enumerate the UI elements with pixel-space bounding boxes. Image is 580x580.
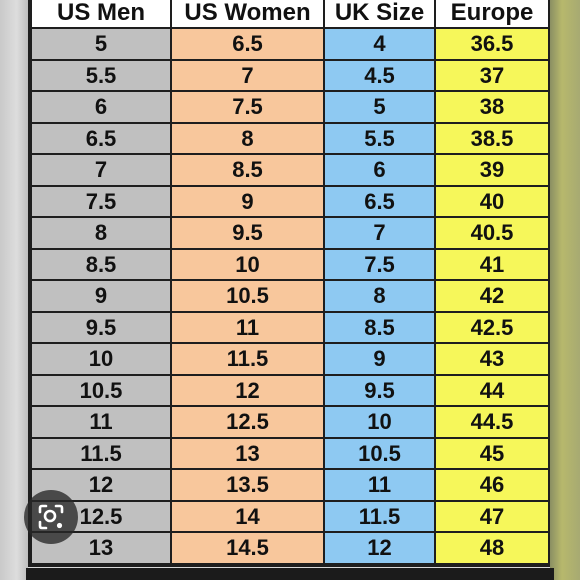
header-row: US Men US Women UK Size Europe — [30, 0, 550, 29]
cell-us-men: 9.5 — [30, 310, 172, 344]
cell-us-women: 13.5 — [170, 468, 325, 502]
cell-us-men: 6 — [30, 90, 172, 124]
cell-europe: 42 — [434, 279, 550, 313]
table-row: 6 7.5 5 38 — [30, 90, 550, 124]
cell-us-women: 14.5 — [170, 531, 325, 565]
size-conversion-table: US Men US Women UK Size Europe 5 6.5 4 36.5… — [30, 0, 550, 565]
cell-us-men: 5.5 — [30, 58, 172, 92]
cell-us-women: 14 — [170, 499, 325, 533]
cell-us-women: 11 — [170, 310, 325, 344]
cell-europe: 47 — [434, 499, 550, 533]
cell-uk-size: 10.5 — [323, 436, 436, 470]
cell-us-men: 13 — [30, 531, 172, 565]
cell-uk-size: 9.5 — [323, 373, 436, 407]
cell-uk-size: 5.5 — [323, 121, 436, 155]
table-row: 11 12.5 10 44.5 — [30, 405, 550, 439]
cell-us-men: 8 — [30, 216, 172, 250]
cell-uk-size: 9 — [323, 342, 436, 376]
cell-uk-size: 10 — [323, 405, 436, 439]
cell-us-women: 10 — [170, 247, 325, 281]
cell-us-men: 9 — [30, 279, 172, 313]
cell-us-men: 7.5 — [30, 184, 172, 218]
cell-europe: 37 — [434, 58, 550, 92]
header-uk-size: UK Size — [323, 0, 436, 29]
table-row: 9.5 11 8.5 42.5 — [30, 310, 550, 344]
table-row: 7 8.5 6 39 — [30, 153, 550, 187]
cell-us-women: 12.5 — [170, 405, 325, 439]
table-row: 11.5 13 10.5 45 — [30, 436, 550, 470]
table-row: 13 14.5 12 48 — [30, 531, 550, 565]
shoe-size-chart: US Men US Women UK Size Europe 5 6.5 4 36.5… — [28, 0, 550, 567]
table-row: 5.5 7 4.5 37 — [30, 58, 550, 92]
cell-europe: 45 — [434, 436, 550, 470]
cell-us-women: 12 — [170, 373, 325, 407]
cell-us-women: 8.5 — [170, 153, 325, 187]
lens-search-icon — [36, 502, 66, 532]
table-row: 9 10.5 8 42 — [30, 279, 550, 313]
header-us-women: US Women — [170, 0, 325, 29]
cell-uk-size: 4 — [323, 27, 436, 61]
header-europe: Europe — [434, 0, 550, 29]
cell-us-men: 11 — [30, 405, 172, 439]
table-row: 12 13.5 11 46 — [30, 468, 550, 502]
cell-uk-size: 4.5 — [323, 58, 436, 92]
table-row: 8 9.5 7 40.5 — [30, 216, 550, 250]
cell-uk-size: 6.5 — [323, 184, 436, 218]
cell-us-women: 8 — [170, 121, 325, 155]
cell-us-men: 6.5 — [30, 121, 172, 155]
table-row: 10 11.5 9 43 — [30, 342, 550, 376]
cell-europe: 39 — [434, 153, 550, 187]
cell-europe: 41 — [434, 247, 550, 281]
cell-europe: 43 — [434, 342, 550, 376]
cell-uk-size: 11.5 — [323, 499, 436, 533]
table-row: 8.5 10 7.5 41 — [30, 247, 550, 281]
cell-us-men: 5 — [30, 27, 172, 61]
cell-europe: 44 — [434, 373, 550, 407]
cell-uk-size: 8.5 — [323, 310, 436, 344]
table-row: 5 6.5 4 36.5 — [30, 27, 550, 61]
cell-europe: 46 — [434, 468, 550, 502]
cell-uk-size: 11 — [323, 468, 436, 502]
cell-europe: 40.5 — [434, 216, 550, 250]
cell-us-men: 8.5 — [30, 247, 172, 281]
cell-us-men: 7 — [30, 153, 172, 187]
cell-us-women: 11.5 — [170, 342, 325, 376]
cell-uk-size: 8 — [323, 279, 436, 313]
cell-europe: 38 — [434, 90, 550, 124]
cell-us-women: 7 — [170, 58, 325, 92]
table-row: 7.5 9 6.5 40 — [30, 184, 550, 218]
lens-search-button[interactable] — [24, 490, 78, 544]
table-row: 6.5 8 5.5 38.5 — [30, 121, 550, 155]
cell-uk-size: 5 — [323, 90, 436, 124]
cell-us-women: 6.5 — [170, 27, 325, 61]
cell-us-men: 10.5 — [30, 373, 172, 407]
cell-europe: 48 — [434, 531, 550, 565]
cell-europe: 40 — [434, 184, 550, 218]
cell-europe: 36.5 — [434, 27, 550, 61]
cell-us-women: 13 — [170, 436, 325, 470]
cell-us-women: 9 — [170, 184, 325, 218]
cell-uk-size: 6 — [323, 153, 436, 187]
cell-us-men: 11.5 — [30, 436, 172, 470]
background-right-edge — [550, 0, 580, 580]
cell-us-women: 10.5 — [170, 279, 325, 313]
cell-europe: 38.5 — [434, 121, 550, 155]
header-us-men: US Men — [30, 0, 172, 29]
cell-us-men: 10 — [30, 342, 172, 376]
table-row: 12.5 14 11.5 47 — [30, 499, 550, 533]
cell-us-women: 9.5 — [170, 216, 325, 250]
cell-uk-size: 7.5 — [323, 247, 436, 281]
table-row: 10.5 12 9.5 44 — [30, 373, 550, 407]
cell-europe: 42.5 — [434, 310, 550, 344]
bottom-bar — [26, 568, 554, 580]
cell-us-women: 7.5 — [170, 90, 325, 124]
cell-europe: 44.5 — [434, 405, 550, 439]
background-left-edge — [0, 0, 28, 580]
cell-uk-size: 7 — [323, 216, 436, 250]
table-body: 5 6.5 4 36.5 5.5 7 4.5 37 6 7.5 5 38 6.5 8 5.5 38.5 7 8.5… — [30, 27, 550, 565]
cell-uk-size: 12 — [323, 531, 436, 565]
